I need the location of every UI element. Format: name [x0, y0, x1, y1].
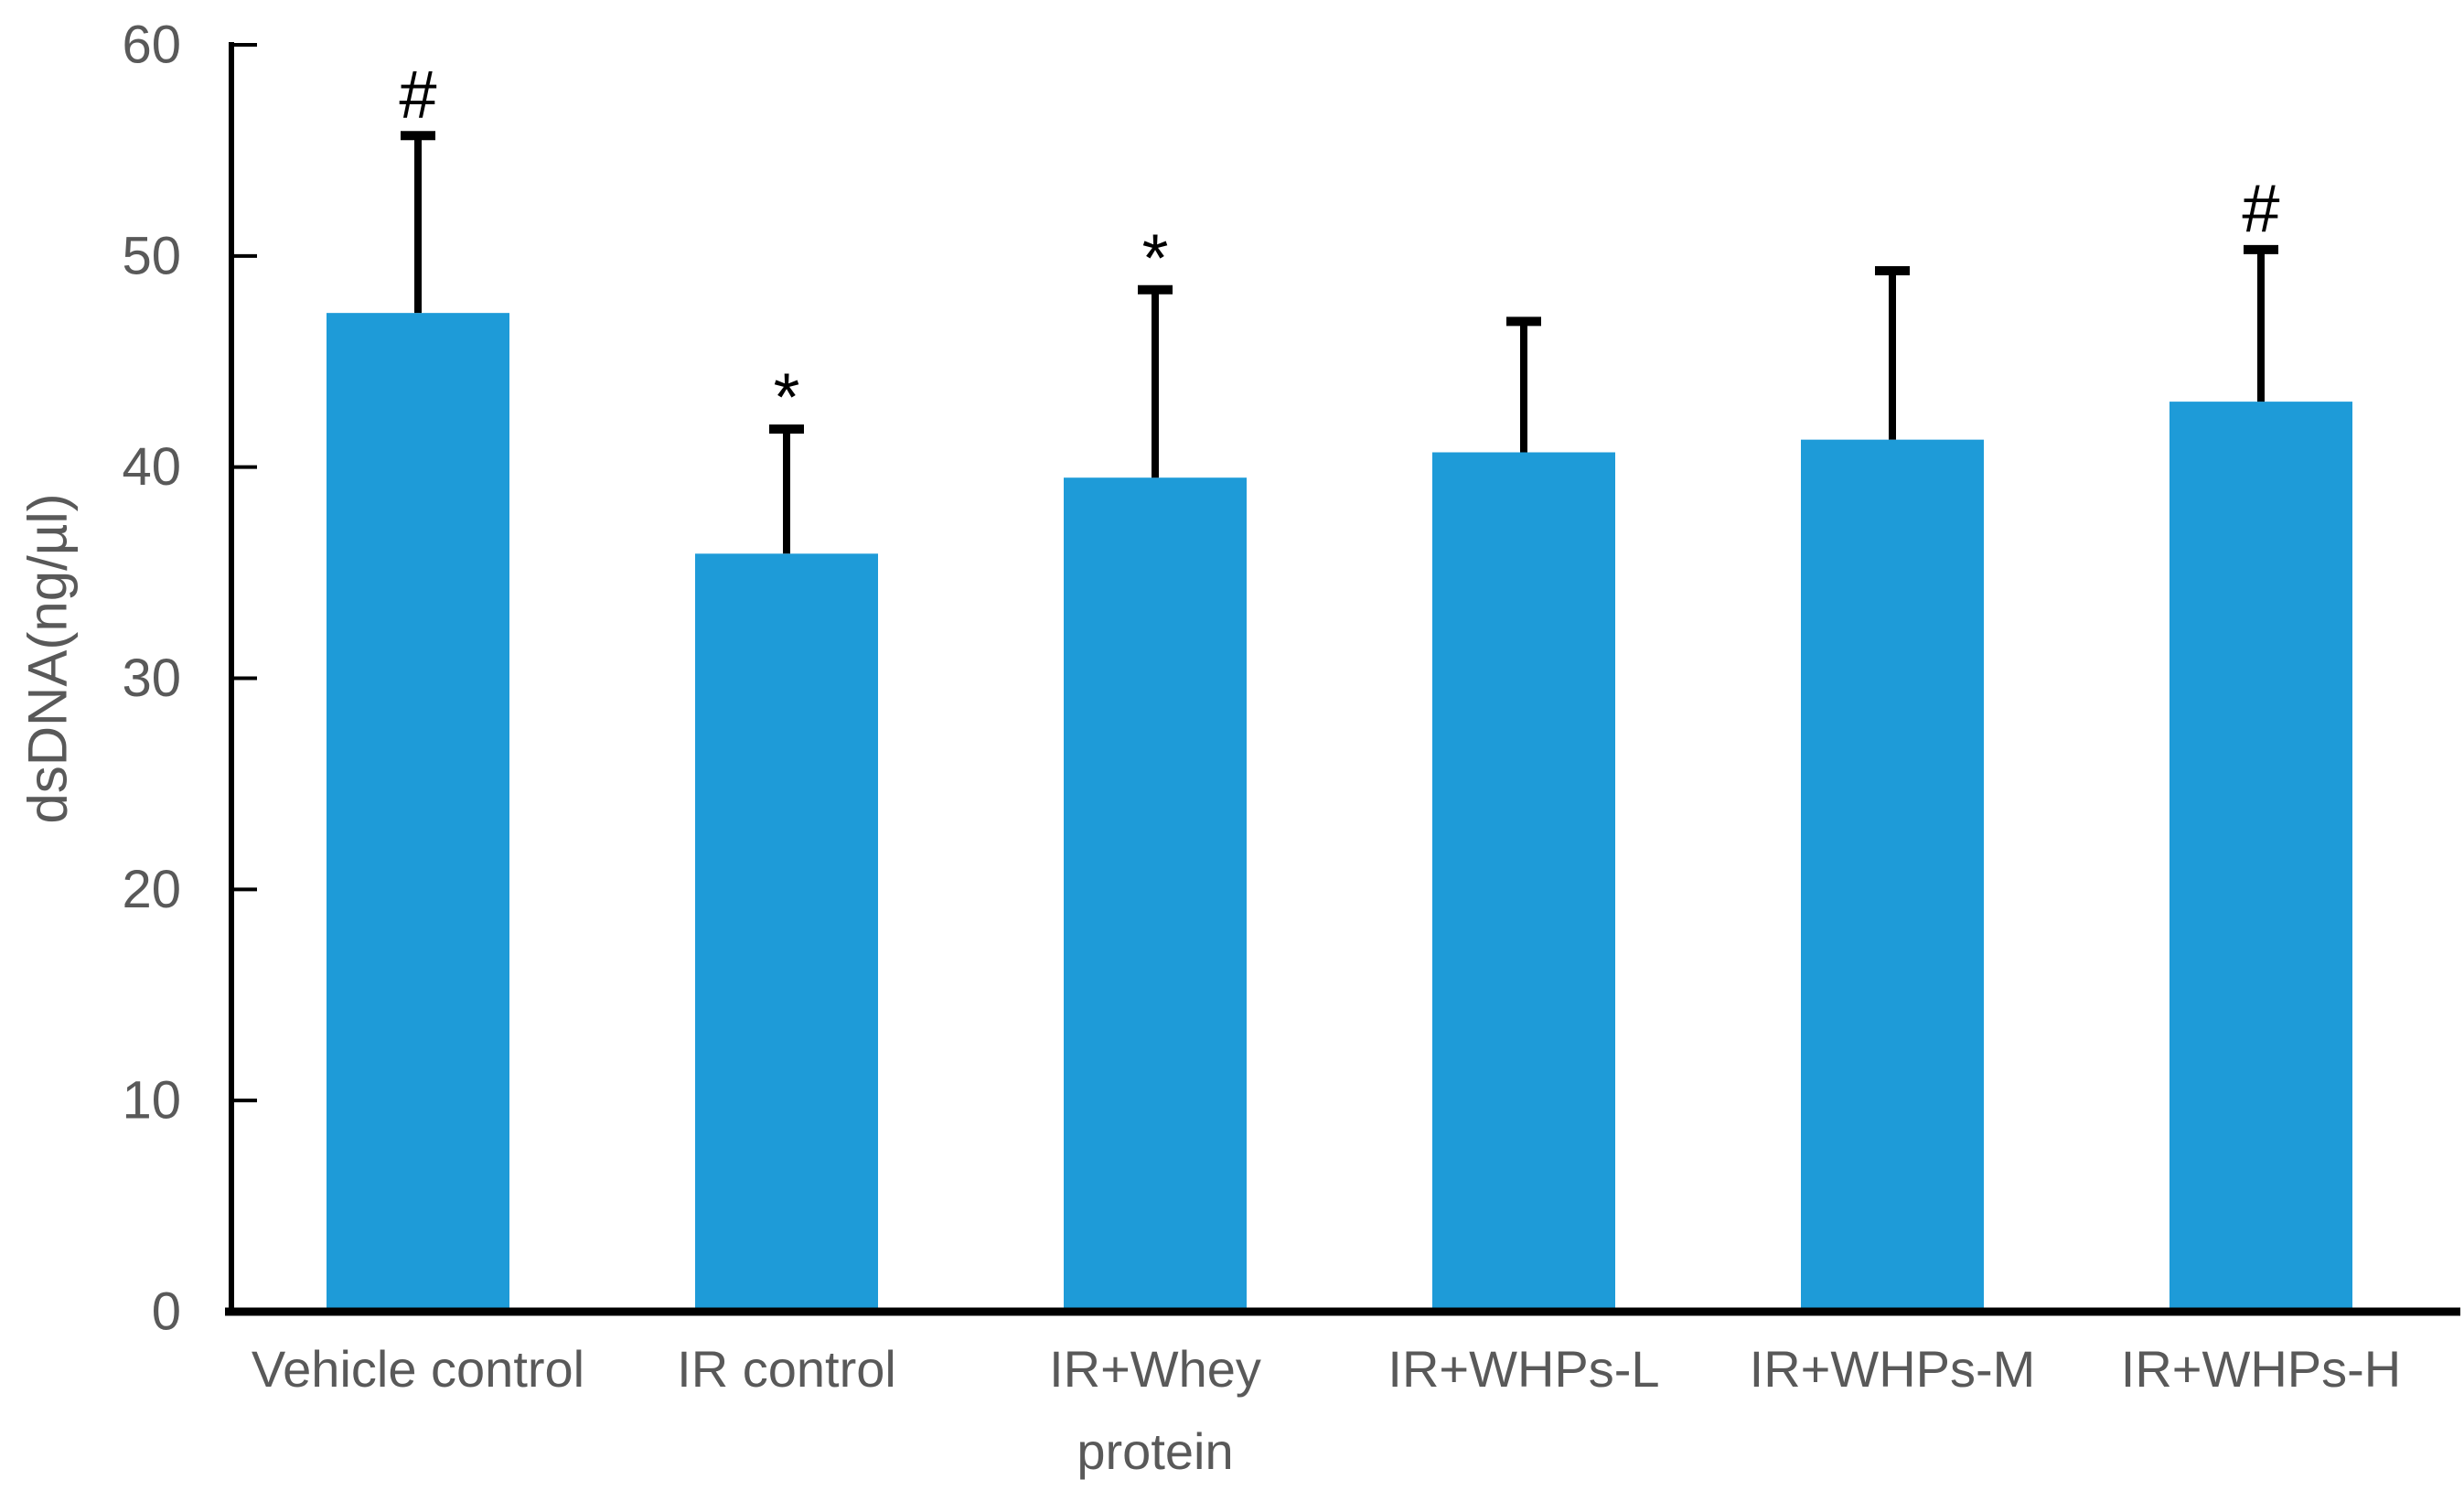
category-label-ir-whey-protein: IR+Whey protein — [1049, 1340, 1261, 1480]
significance-marker-ir-whps-h: # — [2242, 170, 2279, 246]
significance-marker-vehicle-control: # — [399, 57, 436, 133]
category-label-ir-whps-m: IR+WHPs-M — [1750, 1340, 2036, 1398]
bar-vehicle-control — [327, 313, 509, 1312]
bar-ir-whps-l — [1432, 452, 1615, 1313]
y-tick-label-20: 20 — [122, 860, 181, 919]
y-tick-label-40: 40 — [122, 437, 181, 497]
significance-marker-ir-whey-protein: * — [1142, 220, 1169, 295]
y-axis-title: dsDNA(ng/µl) — [17, 493, 79, 823]
y-tick-label-30: 30 — [122, 649, 181, 708]
y-tick-label-0: 0 — [152, 1282, 181, 1342]
bar-ir-control — [695, 553, 878, 1312]
significance-marker-ir-control: * — [774, 359, 800, 435]
bar-ir-whps-h — [2169, 402, 2352, 1312]
category-label-vehicle-control: Vehicle control — [252, 1340, 584, 1398]
category-label-ir-whps-h: IR+WHPs-H — [2121, 1340, 2401, 1398]
y-tick-label-10: 10 — [122, 1071, 181, 1131]
y-tick-label-60: 60 — [122, 16, 181, 75]
category-label-ir-control: IR control — [677, 1340, 896, 1398]
category-label-ir-whps-l: IR+WHPs-L — [1387, 1340, 1659, 1398]
bar-ir-whps-m — [1801, 439, 1984, 1312]
y-tick-label-50: 50 — [122, 226, 181, 285]
bar-ir-whey-protein — [1064, 477, 1247, 1312]
